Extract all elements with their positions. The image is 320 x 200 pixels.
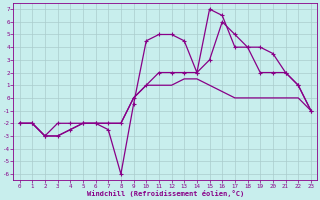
X-axis label: Windchill (Refroidissement éolien,°C): Windchill (Refroidissement éolien,°C) [87,190,244,197]
